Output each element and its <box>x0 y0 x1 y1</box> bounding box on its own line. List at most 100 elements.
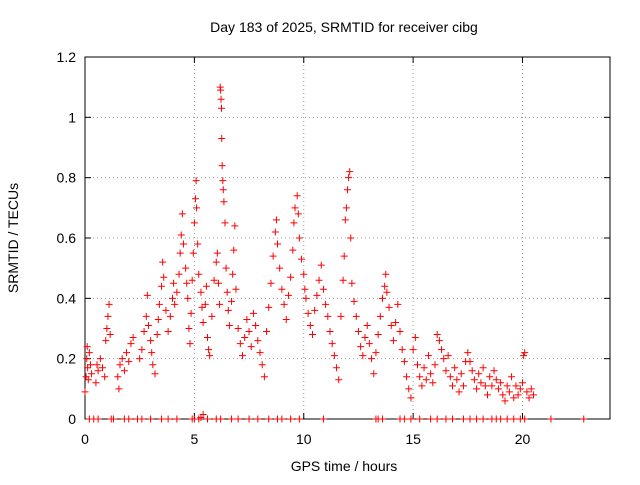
data-point <box>459 415 467 423</box>
data-point <box>216 300 224 308</box>
grid-layer <box>85 57 610 419</box>
data-point <box>494 385 502 393</box>
data-point <box>143 291 151 299</box>
data-point <box>516 385 524 393</box>
data-point <box>383 288 391 296</box>
data-point <box>523 388 531 396</box>
data-point <box>101 373 109 381</box>
data-point <box>346 168 354 176</box>
data-point <box>295 234 303 242</box>
data-point <box>501 397 509 405</box>
data-point <box>198 303 206 311</box>
data-point <box>223 288 231 296</box>
data-point <box>245 328 253 336</box>
data-point <box>512 382 520 390</box>
data-point <box>580 415 588 423</box>
data-point <box>169 294 176 302</box>
data-point <box>490 367 498 375</box>
data-point <box>151 370 159 378</box>
data-point <box>414 361 421 369</box>
data-point <box>424 352 432 360</box>
data-point <box>138 346 146 354</box>
data-point <box>444 352 452 360</box>
data-point <box>306 321 314 329</box>
data-point <box>451 364 459 372</box>
data-point <box>184 294 192 302</box>
data-point <box>159 258 167 266</box>
data-point <box>459 382 467 390</box>
axis-layer: 0 0.2 0.4 0.6 0.8 1 1.2 0 5 10 15 20 <box>57 49 611 447</box>
data-point <box>354 328 362 336</box>
data-point <box>407 415 415 423</box>
data-point <box>148 349 156 357</box>
data-point <box>94 367 102 375</box>
data-point <box>352 312 360 320</box>
data-point <box>186 340 194 348</box>
data-point <box>289 246 297 254</box>
y-tick-label: 0.6 <box>57 230 77 246</box>
data-point <box>138 415 146 423</box>
data-point <box>433 415 441 423</box>
data-point <box>420 364 428 372</box>
data-point <box>239 352 246 360</box>
data-point <box>342 204 350 212</box>
data-point <box>411 334 419 342</box>
data-point <box>368 355 376 363</box>
data-point <box>236 340 244 348</box>
data-point <box>477 379 485 387</box>
data-point <box>103 325 111 332</box>
x-axis-label: GPS time / hours <box>291 458 398 474</box>
data-point <box>158 282 166 290</box>
data-point <box>88 370 96 378</box>
y-tick-label: 1.2 <box>57 49 77 65</box>
data-point <box>179 240 187 248</box>
data-point <box>218 134 226 142</box>
data-point <box>115 385 123 393</box>
data-point <box>249 309 257 317</box>
data-point <box>376 312 384 320</box>
data-point <box>319 285 327 293</box>
data-point <box>311 306 319 314</box>
data-point <box>228 297 236 305</box>
data-point <box>290 219 298 227</box>
data-point <box>510 415 518 423</box>
data-point <box>212 258 220 266</box>
data-point <box>104 312 112 320</box>
data-point <box>328 340 336 348</box>
data-point <box>189 249 197 257</box>
data-point <box>398 346 406 354</box>
data-point <box>208 312 216 320</box>
data-point <box>162 306 170 314</box>
data-point <box>271 228 279 236</box>
data-point <box>335 376 343 384</box>
data-point <box>144 321 152 329</box>
data-point <box>379 294 386 302</box>
data-point <box>431 361 439 369</box>
data-point <box>374 331 382 339</box>
data-point <box>519 379 526 387</box>
data-point <box>416 415 424 423</box>
data-point <box>129 334 137 342</box>
data-point <box>86 361 94 369</box>
data-point <box>228 415 236 423</box>
data-point <box>497 379 505 387</box>
data-point <box>154 315 162 323</box>
data-point <box>392 318 400 326</box>
points-layer <box>81 83 588 423</box>
data-point <box>185 325 193 332</box>
data-point <box>492 376 500 384</box>
data-point <box>140 328 148 336</box>
data-point <box>153 331 161 339</box>
data-point <box>183 279 191 287</box>
data-point <box>225 321 233 329</box>
data-point <box>396 328 404 336</box>
chart-title: Day 183 of 2025, SRMTID for receiver cib… <box>210 19 478 35</box>
data-point <box>191 195 199 203</box>
data-point <box>416 373 424 381</box>
data-point <box>234 325 242 332</box>
x-tick-label: 10 <box>296 431 312 447</box>
data-point <box>272 216 280 224</box>
data-point <box>438 346 446 354</box>
data-point <box>109 415 117 423</box>
